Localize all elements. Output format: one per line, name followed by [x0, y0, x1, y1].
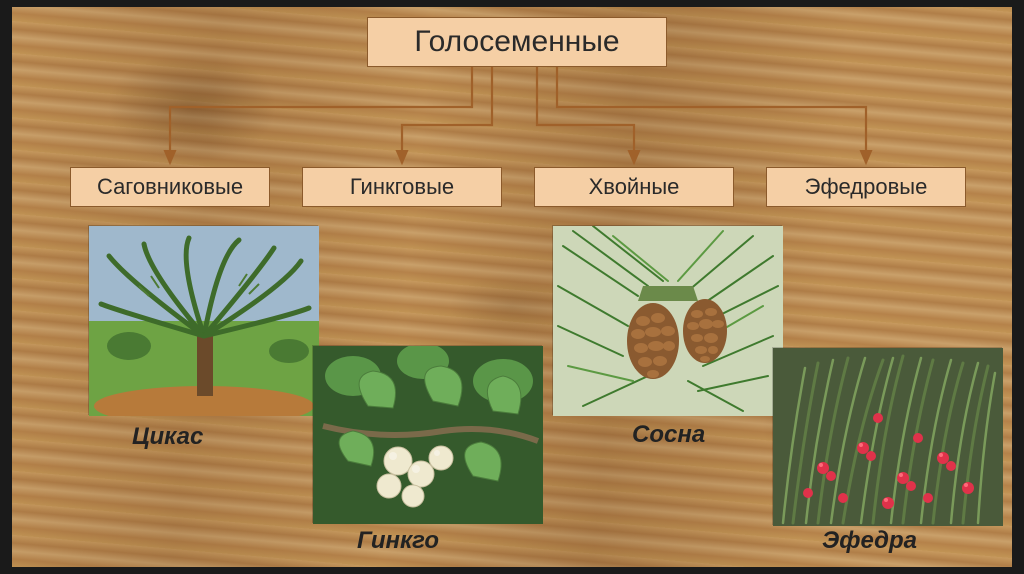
slide-root: Голосеменные Саговниковые Гинкговые Хвой… [12, 7, 1012, 567]
category-label: Саговниковые [97, 174, 243, 200]
image-ephedra [772, 347, 1002, 525]
caption-pine: Сосна [632, 421, 705, 449]
category-box-3: Хвойные [534, 167, 734, 207]
category-label: Хвойные [589, 174, 680, 200]
title-text: Голосеменные [414, 25, 619, 59]
caption-cycas: Цикас [132, 423, 203, 451]
caption-ephedra: Эфедра [822, 527, 917, 555]
category-label: Гинкговые [350, 174, 454, 200]
image-ginkgo [312, 345, 542, 523]
category-label: Эфедровые [805, 174, 928, 200]
category-box-2: Гинкговые [302, 167, 502, 207]
category-box-4: Эфедровые [766, 167, 966, 207]
caption-ginkgo: Гинкго [357, 527, 439, 555]
image-cycas [88, 225, 318, 415]
category-box-1: Саговниковые [70, 167, 270, 207]
title-box: Голосеменные [367, 17, 667, 67]
image-pine [552, 225, 782, 415]
